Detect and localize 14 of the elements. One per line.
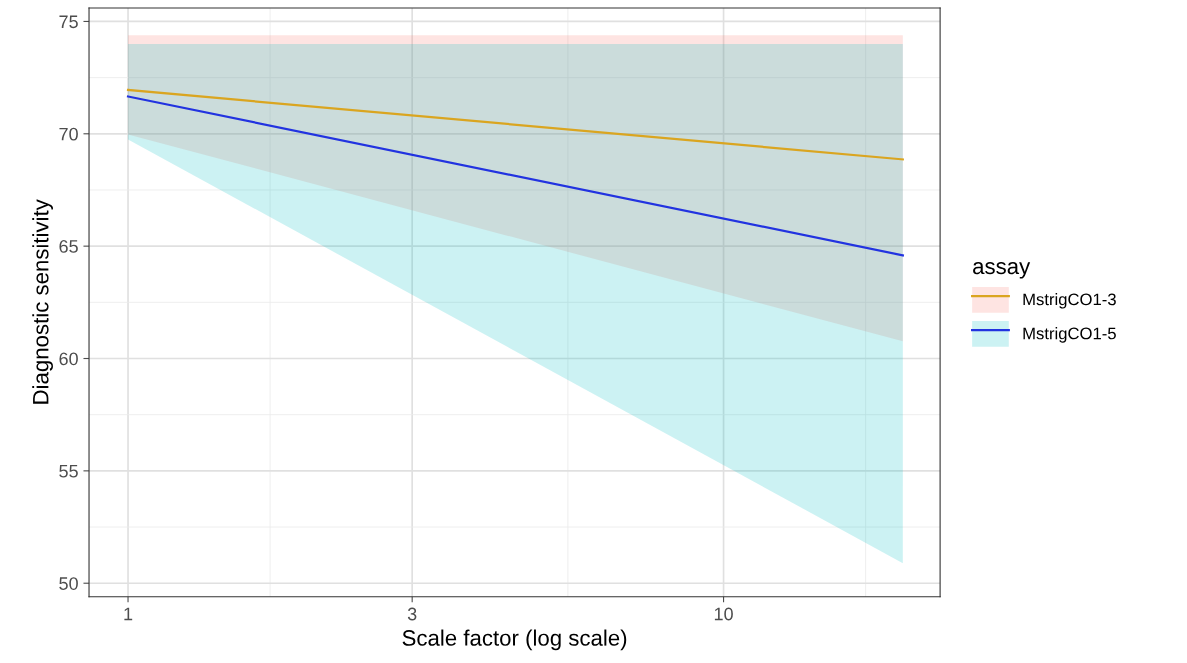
y-tick-label: 50 <box>59 577 78 590</box>
legend-title: assay <box>973 262 1031 279</box>
y-tick-label: 60 <box>59 352 78 366</box>
y-axis-title: Diagnostic sensitivity <box>32 199 53 404</box>
x-tick-label: 3 <box>407 607 417 621</box>
y-tick-label: 55 <box>59 464 78 478</box>
y-tick-label: 75 <box>59 15 78 29</box>
x-axis-title: Scale factor (log scale) <box>402 629 627 651</box>
legend-label: MstrigCO1-5 <box>1023 327 1116 343</box>
y-tick-label: 70 <box>59 127 78 141</box>
x-tick-label: 10 <box>714 607 733 621</box>
y-tick-label: 65 <box>59 240 78 253</box>
x-tick-label: 1 <box>124 607 133 621</box>
legend-label: MstrigCO1-3 <box>1023 293 1116 309</box>
